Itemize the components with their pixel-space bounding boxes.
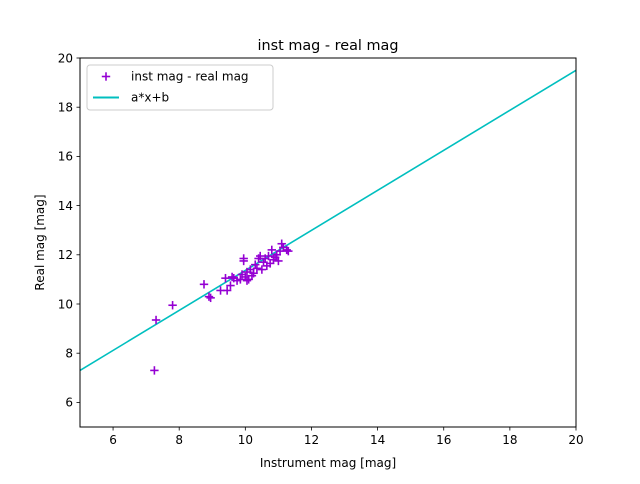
fit-line bbox=[80, 69, 576, 372]
y-tick-label: 10 bbox=[58, 297, 73, 311]
scatter-point bbox=[257, 265, 267, 274]
x-tick-label: 6 bbox=[109, 433, 117, 447]
y-axis: 6 8 10 12 14 16 18 20 bbox=[58, 51, 80, 410]
plot-frame bbox=[79, 57, 577, 428]
scatter-point bbox=[267, 245, 276, 255]
scatter-point bbox=[204, 292, 214, 301]
x-axis: 6 8 10 12 14 16 18 20 bbox=[109, 427, 584, 447]
y-tick-label: 16 bbox=[58, 150, 73, 164]
scatter-point bbox=[236, 275, 245, 284]
legend-label-scatter: inst mag - real mag bbox=[131, 70, 249, 84]
y-tick-label: 12 bbox=[58, 248, 73, 262]
scatter-point bbox=[151, 315, 161, 325]
scatter-point bbox=[168, 301, 177, 310]
chart-title: inst mag - real mag bbox=[258, 38, 399, 54]
scatter-point bbox=[264, 251, 273, 261]
scatter-point bbox=[199, 280, 209, 289]
legend: inst mag - real mag a*x+b bbox=[86, 64, 274, 111]
x-tick-label: 20 bbox=[568, 433, 583, 447]
legend-marker-scatter bbox=[101, 72, 111, 81]
scatter-point bbox=[282, 245, 291, 255]
y-axis-label: Real mag [mag] bbox=[33, 194, 47, 290]
x-tick-label: 16 bbox=[436, 433, 451, 447]
scatter-point bbox=[284, 246, 293, 256]
y-tick-label: 18 bbox=[58, 101, 73, 115]
scatter-point bbox=[274, 256, 283, 266]
scatter-point bbox=[251, 260, 260, 269]
scatter-point bbox=[227, 272, 237, 282]
y-tick-label: 14 bbox=[58, 199, 73, 213]
y-tick-label: 6 bbox=[65, 396, 73, 410]
y-tick-label: 8 bbox=[65, 347, 73, 361]
scatter-point bbox=[249, 269, 258, 278]
x-axis-label: Instrument mag [mag] bbox=[260, 456, 396, 470]
legend-label-fit-line: a*x+b bbox=[131, 91, 169, 105]
scatter-point bbox=[150, 366, 159, 375]
scatter-point bbox=[226, 281, 235, 290]
x-tick-label: 12 bbox=[304, 433, 319, 447]
scatter-point bbox=[277, 239, 286, 248]
scatter-point bbox=[206, 293, 215, 303]
x-tick-label: 10 bbox=[238, 433, 253, 447]
legend-box bbox=[86, 64, 274, 111]
x-tick-label: 14 bbox=[370, 433, 385, 447]
y-tick-label: 20 bbox=[58, 51, 73, 65]
scatter-point bbox=[242, 276, 252, 285]
x-tick-label: 18 bbox=[502, 433, 517, 447]
scatter-point bbox=[222, 286, 232, 295]
scatter-point bbox=[221, 273, 230, 283]
x-tick-label: 8 bbox=[175, 433, 183, 447]
scatter-point bbox=[252, 264, 262, 273]
scatter-point bbox=[256, 251, 265, 261]
scatter-point bbox=[239, 256, 248, 266]
plot-area bbox=[80, 69, 576, 375]
